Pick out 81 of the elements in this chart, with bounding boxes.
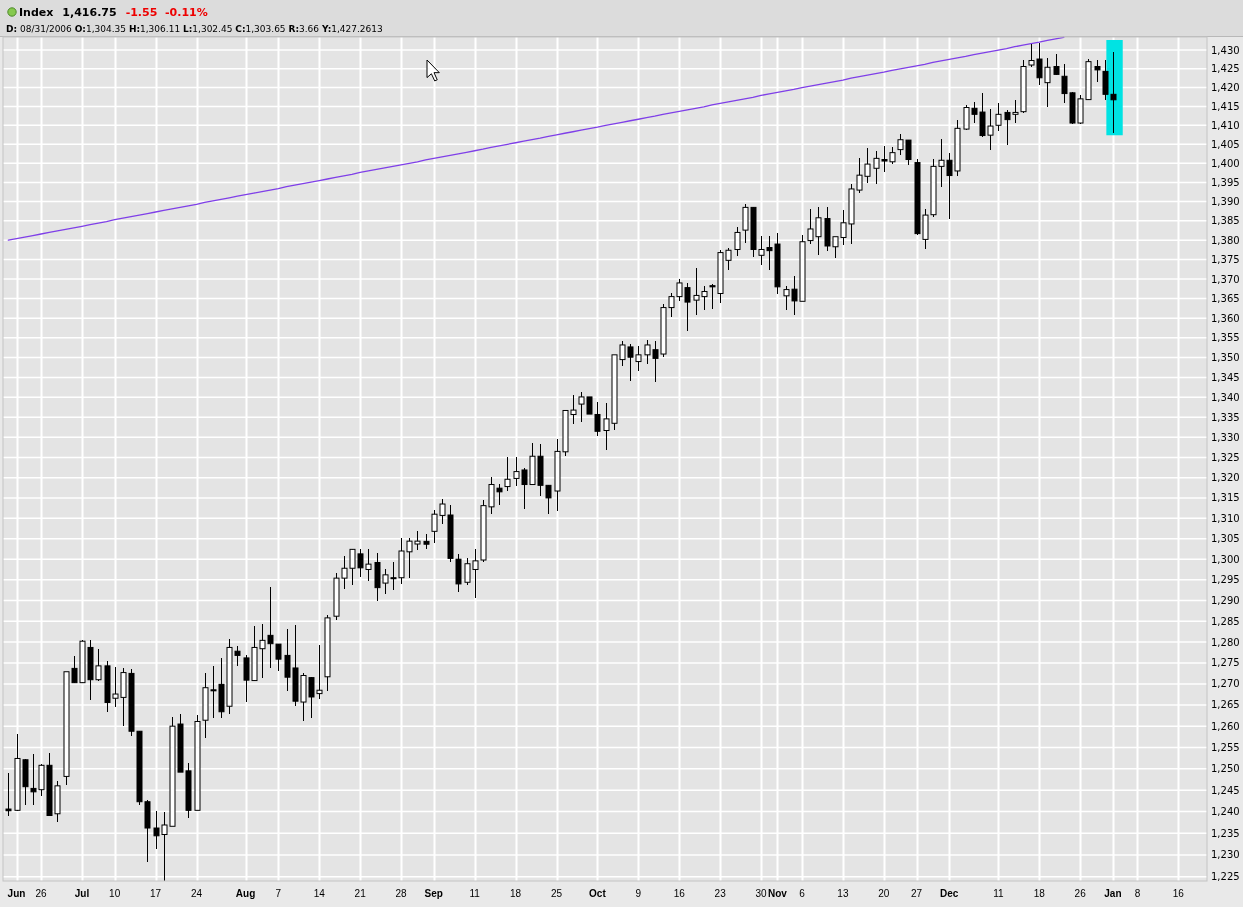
y-tick-label: 1,405 [1211, 138, 1240, 150]
y-tick-label: 1,320 [1211, 472, 1240, 484]
x-tick-label: Jan [1104, 888, 1122, 899]
y-tick-label: 1,240 [1211, 806, 1240, 818]
y-tick-label: 1,290 [1211, 594, 1240, 606]
y-tick-label: 1,255 [1211, 741, 1240, 753]
y-tick-label: 1,285 [1211, 615, 1240, 627]
x-tick-label: 11 [469, 888, 481, 899]
y-tick-label: 1,245 [1211, 784, 1240, 796]
y-tick-label: 1,370 [1211, 273, 1240, 285]
y-tick-label: 1,270 [1211, 678, 1240, 690]
y-tick-label: 1,415 [1211, 100, 1240, 112]
x-tick-label: 23 [714, 888, 727, 899]
y-tick-label: 1,275 [1211, 657, 1240, 669]
x-tick-label: Jul [74, 888, 90, 899]
x-tick-label: 30 [755, 888, 768, 899]
text: D: 08/31/2006 O:1,304.35 H:1,306.11 L:1,302.45 C:1,303.65 R:3.66 Y:1,427.2613 [6, 24, 383, 34]
y-tick-label: 1,375 [1211, 254, 1240, 266]
x-tick-label: 25 [550, 888, 563, 899]
x-tick-label: 11 [993, 888, 1004, 899]
y-tick-label: 1,315 [1211, 492, 1240, 504]
x-tick-label: 26 [35, 888, 48, 899]
x-tick-label: 8 [1134, 888, 1141, 899]
y-tick-label: 1,400 [1211, 157, 1240, 169]
y-tick-label: 1,380 [1211, 234, 1240, 246]
x-tick-label: Nov [767, 888, 788, 899]
x-tick-label: Aug [235, 888, 256, 899]
y-tick-label: 1,430 [1211, 44, 1240, 56]
x-tick-label: 16 [1172, 888, 1185, 899]
y-tick-label: 1,250 [1211, 763, 1240, 775]
y-tick-label: 1,330 [1211, 431, 1240, 443]
y-tick-label: 1,260 [1211, 720, 1240, 732]
candlestick [1053, 53, 1060, 76]
x-tick-label: 18 [1033, 888, 1046, 899]
x-tick-label: 24 [190, 888, 203, 899]
y-tick-label: 1,385 [1211, 215, 1240, 227]
y-tick-label: 1,310 [1211, 512, 1240, 524]
x-tick-label: Sep [424, 888, 443, 899]
y-tick-label: 1,235 [1211, 827, 1240, 839]
y-tick-label: 1,295 [1211, 574, 1240, 586]
candlestick [5, 771, 12, 817]
y-tick-label: 1,335 [1211, 411, 1240, 423]
candlestick [1094, 59, 1101, 83]
x-tick-label: 6 [799, 888, 806, 899]
x-tick-label: Dec [940, 888, 959, 899]
x-tick-label: 26 [1074, 888, 1087, 899]
y-tick-label: 1,355 [1211, 332, 1240, 344]
x-tick-label: 13 [837, 888, 849, 899]
y-tick-label: 1,280 [1211, 636, 1240, 648]
y-tick-label: 1,425 [1211, 63, 1240, 75]
x-tick-label: 17 [150, 888, 162, 899]
x-tick-label: 27 [910, 888, 923, 899]
x-tick-label: 7 [275, 888, 282, 899]
y-tick-label: 1,225 [1211, 871, 1240, 883]
y-tick-label: 1,265 [1211, 699, 1240, 711]
x-tick-label: Jun [7, 888, 26, 899]
x-tick-label: 20 [878, 888, 890, 899]
y-tick-label: 1,350 [1211, 352, 1240, 364]
x-tick-label: 28 [395, 888, 408, 899]
x-tick-label: Oct [589, 888, 607, 899]
y-tick-label: 1,325 [1211, 451, 1240, 463]
x-tick-label: 10 [109, 888, 121, 899]
y-tick-label: 1,395 [1211, 176, 1240, 188]
y-tick-label: 1,365 [1211, 293, 1240, 305]
x-tick-label: 9 [635, 888, 642, 899]
y-tick-label: 1,420 [1211, 82, 1240, 94]
x-tick-label: 16 [673, 888, 686, 899]
y-tick-label: 1,410 [1211, 119, 1240, 131]
y-tick-label: 1,230 [1211, 849, 1240, 861]
y-tick-label: 1,340 [1211, 391, 1240, 403]
x-tick-label: 21 [354, 888, 367, 899]
text: 1,416.75 [62, 6, 117, 19]
y-tick-label: 1,300 [1211, 553, 1240, 565]
y-tick-label: 1,360 [1211, 312, 1240, 324]
y-tick-label: 1,390 [1211, 196, 1240, 208]
x-tick-label: 14 [313, 888, 326, 899]
y-tick-label: 1,345 [1211, 371, 1240, 383]
text: -1.55 -0.11% [125, 6, 208, 19]
x-tick-label: 18 [510, 888, 522, 899]
chart-title: Index [19, 6, 54, 19]
y-tick-label: 1,305 [1211, 533, 1240, 545]
